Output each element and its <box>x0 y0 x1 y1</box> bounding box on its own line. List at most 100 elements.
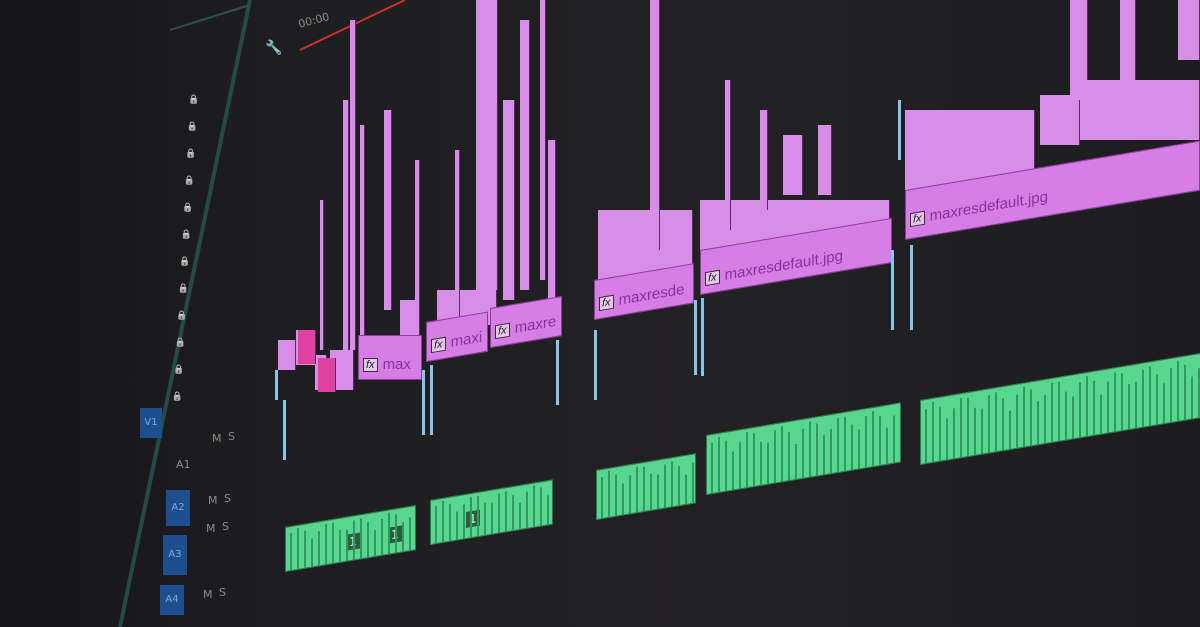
waveform-line <box>844 416 846 471</box>
mute-button[interactable]: M <box>203 588 213 601</box>
solo-button[interactable]: S <box>228 430 235 443</box>
edit-marker <box>283 400 286 460</box>
waveform-line <box>718 436 720 492</box>
video-layer-bar <box>320 200 324 350</box>
mute-button[interactable]: M <box>206 522 216 535</box>
waveform-line <box>788 432 790 481</box>
waveform-line <box>865 416 867 468</box>
edit-marker <box>694 300 697 375</box>
mute-button[interactable]: M <box>212 432 222 445</box>
waveform-line <box>960 397 962 458</box>
video-layer-bar <box>318 358 336 392</box>
lock-icon[interactable]: 🔒 <box>185 149 197 159</box>
edit-marker <box>910 245 913 330</box>
waveform-line <box>1156 373 1158 425</box>
waveform-line <box>981 408 983 454</box>
video-clip[interactable]: fx max <box>358 335 422 380</box>
waveform-line <box>893 415 895 463</box>
waveform-line <box>1079 381 1081 438</box>
waveform-line <box>946 418 948 460</box>
waveform-line <box>1142 369 1144 427</box>
video-layer-bar <box>415 160 420 340</box>
waveform-line <box>498 493 500 533</box>
waveform-line <box>484 502 486 535</box>
solo-button[interactable]: S <box>222 520 229 533</box>
waveform-line <box>629 475 631 514</box>
waveform-line <box>463 504 465 539</box>
waveform-line <box>732 451 734 490</box>
fx-icon: fx <box>363 357 378 372</box>
video-layer-bar <box>1178 0 1200 60</box>
lock-icon[interactable]: 🔒 <box>180 230 192 240</box>
lock-icon[interactable]: 🔒 <box>186 122 198 132</box>
lock-icon[interactable]: 🔒 <box>183 176 195 186</box>
waveform-line <box>774 430 776 483</box>
waveform-line <box>851 424 853 470</box>
lock-icon[interactable]: 🔒 <box>188 95 200 105</box>
lock-icon[interactable]: 🔒 <box>176 311 188 321</box>
waveform-line <box>781 426 783 482</box>
solo-button[interactable]: S <box>219 586 226 599</box>
waveform-line <box>1030 389 1032 446</box>
waveform-line <box>318 531 320 566</box>
waveform-line <box>1191 376 1193 419</box>
track-target-a3[interactable]: A3 <box>163 535 187 575</box>
lock-icon[interactable]: 🔒 <box>174 338 186 348</box>
waveform-line <box>367 521 369 558</box>
waveform-line <box>636 466 638 513</box>
waveform-line <box>360 517 362 559</box>
video-layer-bar <box>1040 95 1080 145</box>
mute-button[interactable]: M <box>208 494 218 507</box>
waveform-line <box>456 511 458 540</box>
waveform-line <box>608 471 610 517</box>
waveform-line <box>678 465 680 506</box>
waveform-line <box>1100 394 1102 434</box>
waveform-line <box>671 461 673 507</box>
waveform-line <box>1093 381 1095 436</box>
clip-name: maxre <box>514 312 557 337</box>
waveform-line <box>1002 398 1004 451</box>
edit-marker <box>422 370 425 435</box>
waveform-line <box>505 490 507 532</box>
waveform-line <box>900 406 901 462</box>
waveform-line <box>650 474 652 510</box>
waveform-line <box>1114 371 1116 432</box>
waveform-line <box>297 527 299 569</box>
wrench-icon[interactable]: 🔧 <box>265 40 283 56</box>
waveform-line <box>795 443 797 480</box>
video-layer-bar <box>650 0 660 250</box>
waveform-line <box>809 421 811 477</box>
track-target-a4[interactable]: A4 <box>160 585 184 615</box>
waveform-line <box>725 440 727 491</box>
lock-icon[interactable]: 🔒 <box>177 284 189 294</box>
edit-marker <box>891 250 894 330</box>
waveform-line <box>304 530 306 568</box>
track-target-v1[interactable]: V1 <box>140 408 162 438</box>
waveform-line <box>1037 401 1039 445</box>
waveform-line <box>1135 381 1137 429</box>
waveform-line <box>643 466 645 512</box>
waveform-line <box>974 408 976 455</box>
waveform-line <box>711 442 713 494</box>
waveform-line <box>1051 383 1053 443</box>
waveform-line <box>1177 360 1179 421</box>
video-layer-bar <box>1070 0 1088 100</box>
waveform-line <box>533 485 535 527</box>
track-target-a2[interactable]: A2 <box>166 490 190 526</box>
lock-icon[interactable]: 🔒 <box>179 257 191 267</box>
waveform-line <box>760 441 762 485</box>
waveform-line <box>967 397 969 457</box>
lock-icon[interactable]: 🔒 <box>171 392 183 402</box>
waveform-line <box>879 415 881 466</box>
fx-icon: fx <box>431 336 446 353</box>
video-layer-bar <box>540 0 546 280</box>
waveform-line <box>925 408 927 464</box>
waveform-line <box>802 428 804 478</box>
solo-button[interactable]: S <box>224 492 231 505</box>
waveform-line <box>657 474 659 509</box>
waveform-line <box>995 391 997 452</box>
waveform-line <box>1016 394 1018 448</box>
lock-icon[interactable]: 🔒 <box>182 203 194 213</box>
lock-icon[interactable]: 🔒 <box>173 365 185 375</box>
waveform-line <box>1128 383 1130 430</box>
